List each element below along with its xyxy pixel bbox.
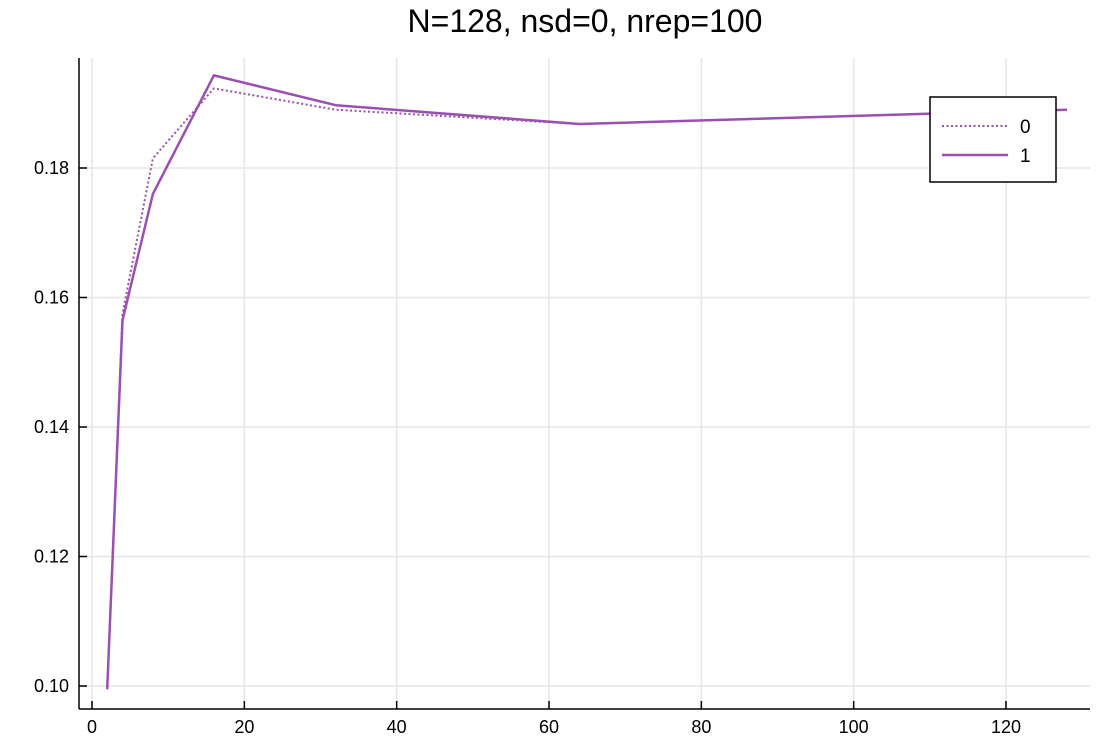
- x-tick-label: 20: [234, 717, 254, 737]
- chart-title: N=128, nsd=0, nrep=100: [408, 3, 763, 39]
- legend-box: [929, 96, 1057, 183]
- series-line-0: [106, 87, 1067, 690]
- axis-layer: 0 20 40 60 80 100 120 0.10 0.12 0.14 0.16 0.18: [34, 58, 1090, 737]
- y-tick-label: 0.10: [34, 676, 69, 696]
- x-tick-label: 0: [87, 717, 97, 737]
- series-line-1: [105, 74, 1067, 690]
- x-tick-label: 80: [691, 717, 711, 737]
- legend-label-series-0: 0: [1020, 117, 1031, 138]
- y-tick-label: 0.12: [34, 547, 69, 567]
- x-tick-label: 60: [539, 717, 559, 737]
- x-tick-label: 100: [839, 717, 869, 737]
- grid-layer: [79, 58, 1090, 709]
- legend: 0 1: [929, 96, 1057, 183]
- y-tick-label: 0.14: [34, 417, 69, 437]
- y-tick-label: 0.18: [34, 158, 69, 178]
- x-tick-label: 40: [387, 717, 407, 737]
- series-layer: [105, 74, 1067, 690]
- y-tick-label: 0.16: [34, 288, 69, 308]
- legend-label-series-1: 1: [1020, 146, 1031, 167]
- x-tick-label: 120: [991, 717, 1021, 737]
